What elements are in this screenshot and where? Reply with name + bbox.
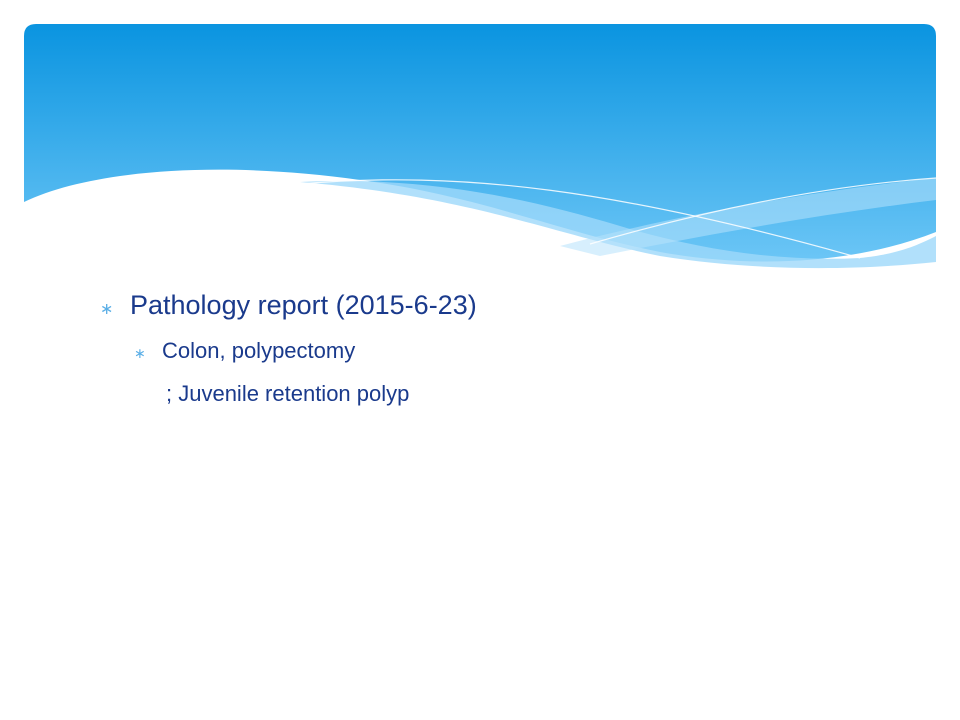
sub-bullet-continuation: ; Juvenile retention polyp xyxy=(166,381,410,406)
sub-bullet-text: Colon, polypectomy xyxy=(162,338,356,363)
sub-bullet-colon-polypectomy: ∗ Colon, polypectomy xyxy=(134,331,920,374)
header-wave-banner xyxy=(24,24,937,269)
banner-shape xyxy=(24,24,936,262)
banner-wave-line-2 xyxy=(589,177,937,245)
slide-content: ∗ Pathology report (2015-6-23) ∗ Colon, … xyxy=(100,283,920,414)
bullet-asterisk-icon: ∗ xyxy=(134,346,146,362)
bullet-asterisk-icon: ∗ xyxy=(100,299,114,318)
banner-wave-light-2 xyxy=(560,178,936,256)
bullet-pathology-report: ∗ Pathology report (2015-6-23) xyxy=(100,283,920,331)
banner-wave-line-1 xyxy=(299,179,861,259)
bullet-text: Pathology report (2015-6-23) xyxy=(130,290,477,320)
banner-wave-light xyxy=(300,180,936,269)
